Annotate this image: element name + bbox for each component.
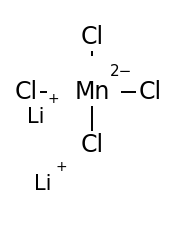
Text: Mn: Mn bbox=[74, 80, 110, 104]
Text: Li: Li bbox=[34, 174, 52, 194]
Text: +: + bbox=[55, 160, 67, 174]
Text: +: + bbox=[48, 93, 59, 106]
Text: Cl: Cl bbox=[80, 25, 104, 49]
Text: Li: Li bbox=[27, 107, 45, 127]
Text: Cl: Cl bbox=[14, 80, 37, 104]
Text: 2−: 2− bbox=[109, 64, 132, 79]
Text: Cl: Cl bbox=[138, 80, 162, 104]
Text: Cl: Cl bbox=[80, 134, 104, 157]
